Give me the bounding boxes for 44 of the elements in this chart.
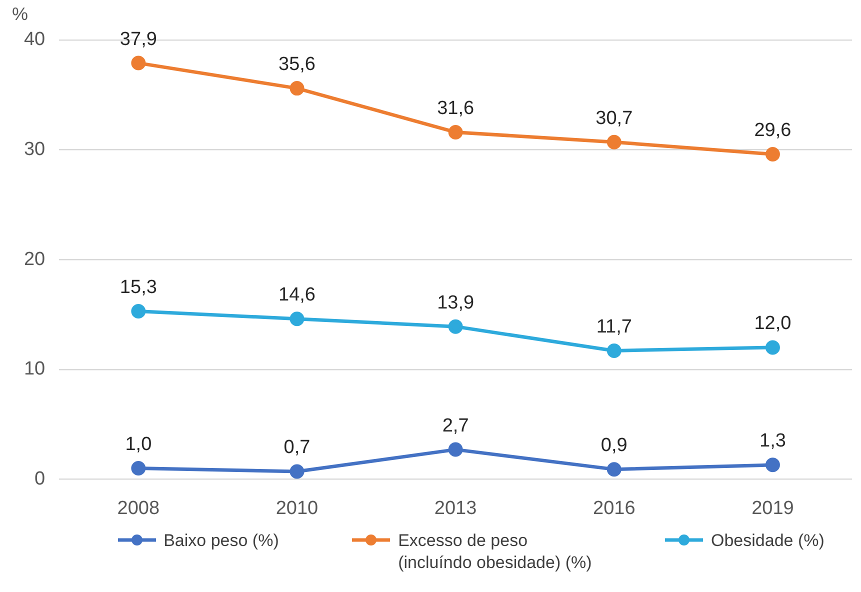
point <box>290 464 304 479</box>
point <box>765 458 780 472</box>
data-label: 11,7 <box>596 316 632 338</box>
data-label: 0,7 <box>284 437 310 458</box>
data-label: 35,6 <box>278 54 316 76</box>
y-tick-label: 20 <box>24 248 46 270</box>
y-tick-label: 30 <box>24 139 46 160</box>
point <box>606 343 622 358</box>
data-label: 1,0 <box>125 434 152 455</box>
y-axis-title: % <box>12 4 28 24</box>
legend-label: Obesidade (%) <box>711 530 824 552</box>
x-tick-label: 2016 <box>593 498 636 519</box>
data-label: 31,6 <box>437 98 474 119</box>
point <box>131 460 146 476</box>
data-label: 0,9 <box>600 435 628 456</box>
y-tick-label: 10 <box>24 358 46 380</box>
point <box>606 462 622 477</box>
data-label: 12,0 <box>754 313 792 334</box>
point <box>448 442 463 457</box>
legend-label: Baixo peso (%) <box>164 530 279 552</box>
data-label: 29,6 <box>754 120 792 141</box>
data-label: 1,3 <box>760 430 786 452</box>
point <box>765 340 780 355</box>
point <box>765 146 780 162</box>
x-tick-label: 2019 <box>752 498 794 519</box>
data-label: 13,9 <box>437 292 474 314</box>
data-label: 14,6 <box>278 284 316 306</box>
data-label: 2,7 <box>442 415 469 436</box>
data-label: 15,3 <box>120 276 157 298</box>
data-label: 30,7 <box>596 108 633 129</box>
point <box>448 124 463 140</box>
point <box>448 319 463 334</box>
point <box>606 134 622 150</box>
point <box>290 312 304 326</box>
x-tick-label: 2008 <box>117 498 160 519</box>
legend-label: Excesso de peso (incluíndo obesidade) (%) <box>398 530 592 574</box>
x-tick-label: 2013 <box>434 498 477 519</box>
data-label: 37,9 <box>120 28 157 50</box>
point <box>290 81 304 96</box>
point <box>131 304 146 318</box>
y-tick-label: 0 <box>34 468 46 490</box>
y-tick-label: 40 <box>24 29 46 50</box>
x-tick-label: 2010 <box>276 498 318 519</box>
point <box>131 56 146 70</box>
